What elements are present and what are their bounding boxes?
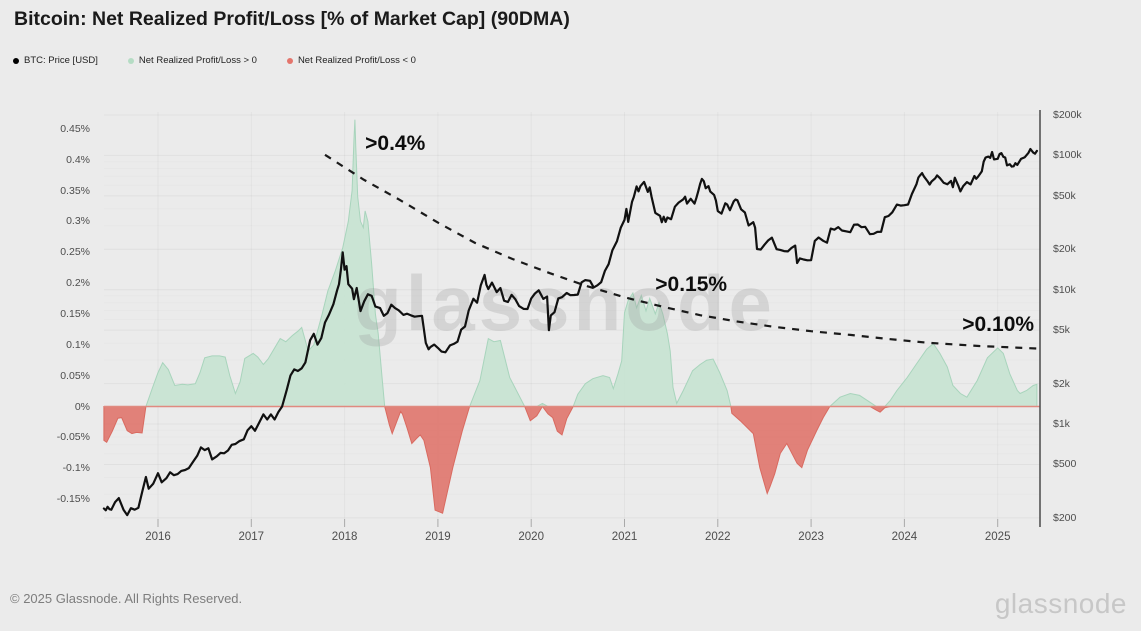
- y-left-tick-label: 0.15%: [60, 307, 90, 320]
- legend-label: Net Realized Profit/Loss > 0: [138, 55, 257, 66]
- x-tick-label: 2018: [331, 531, 358, 543]
- copyright-text: © 2025 Glassnode. All Rights Reserved.: [10, 591, 243, 606]
- y-right-tick-label: $50k: [1053, 189, 1076, 202]
- y-right-tick-label: $500: [1053, 458, 1077, 471]
- x-tick-label: 2022: [705, 531, 731, 543]
- btc-price-line: [102, 147, 1038, 517]
- legend-dot-icon: [286, 57, 293, 64]
- chart-title: Bitcoin: Net Realized Profit/Loss [% of …: [14, 8, 570, 30]
- legend-item-1[interactable]: Net Realized Profit/Loss > 0: [127, 55, 257, 66]
- x-tick-label: 2023: [798, 531, 824, 543]
- y-left-tick-label: 0.35%: [60, 184, 90, 197]
- y-left-tick-label: 0.4%: [66, 153, 90, 166]
- annotation-threshold-0-10: >0.10%: [962, 313, 1035, 337]
- y-left-tick-label: 0%: [74, 400, 90, 413]
- legend-dot-icon: [13, 57, 19, 64]
- x-tick-label: 2024: [891, 531, 918, 543]
- y-right-tick-label: $5k: [1053, 324, 1070, 337]
- x-tick-label: 2019: [425, 531, 451, 543]
- legend-item-0[interactable]: BTC: Price [USD]: [13, 55, 98, 66]
- x-tick-label: 2025: [984, 531, 1011, 543]
- x-tick-label: 2016: [145, 531, 171, 543]
- y-left-tick-label: -0.05%: [56, 431, 90, 444]
- y-right-tick-label: $200: [1053, 511, 1077, 524]
- y-left-tick-label: 0.05%: [60, 369, 90, 382]
- y-left-tick-label: 0.2%: [66, 277, 90, 290]
- threshold-dashed-line: [324, 153, 1037, 350]
- x-tick-label: 2021: [611, 531, 638, 543]
- legend-item-2[interactable]: Net Realized Profit/Loss < 0: [286, 55, 416, 66]
- glassnode-wordmark: glassnode: [994, 588, 1127, 619]
- annotation-threshold-0-4: >0.4%: [365, 132, 426, 156]
- y-right-tick-label: $20k: [1053, 243, 1076, 256]
- legend-label: BTC: Price [USD]: [24, 55, 98, 66]
- legend-dot-icon: [127, 57, 134, 64]
- y-left-tick-label: -0.15%: [56, 493, 90, 506]
- y-left-tick-label: 0.45%: [60, 122, 90, 135]
- net-realized-loss-area: [103, 405, 1037, 514]
- y-left-tick-label: 0.1%: [66, 338, 90, 351]
- annotation-threshold-0-15: >0.15%: [655, 272, 728, 296]
- y-right-tick-label: $1k: [1053, 418, 1070, 431]
- y-left-tick-label: -0.1%: [62, 462, 90, 475]
- y-right-tick-label: $2k: [1053, 377, 1070, 390]
- x-tick-label: 2020: [518, 531, 544, 543]
- x-tick-label: 2017: [238, 531, 265, 543]
- y-right-tick-label: $100k: [1053, 149, 1082, 162]
- y-left-tick-label: 0.3%: [66, 215, 90, 228]
- y-left-tick-label: 0.25%: [60, 246, 90, 259]
- legend: BTC: Price [USD] Net Realized Profit/Loss…: [13, 55, 416, 66]
- y-right-tick-label: $10k: [1053, 283, 1076, 296]
- y-right-tick-label: $200k: [1053, 108, 1082, 121]
- legend-label: Net Realized Profit/Loss < 0: [297, 55, 416, 66]
- net-realized-profit-area: [103, 119, 1038, 407]
